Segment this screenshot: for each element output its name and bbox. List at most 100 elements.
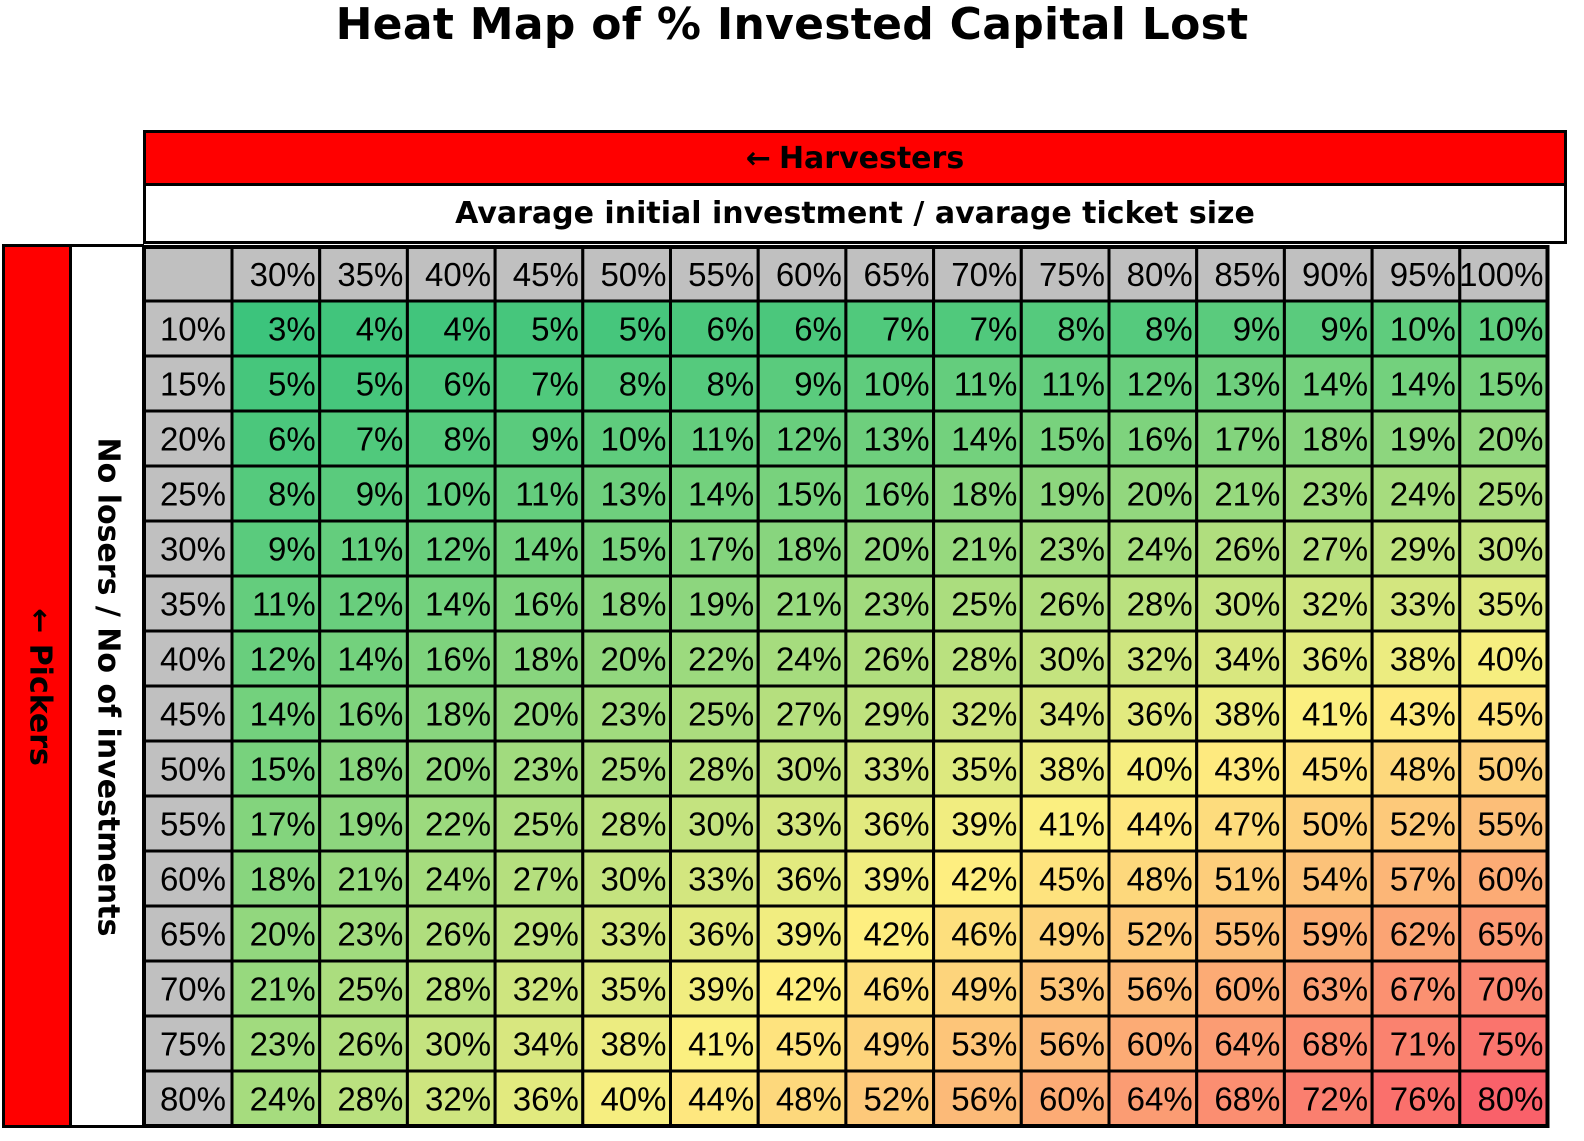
x-tick-label: 70%	[951, 256, 1017, 293]
data-label: 15%	[1039, 421, 1105, 458]
data-label: 14%	[688, 476, 754, 513]
y-tick-label: 55%	[160, 806, 226, 843]
data-label: 11%	[1041, 366, 1105, 403]
data-label: 39%	[688, 971, 754, 1008]
data-label: 63%	[1302, 971, 1368, 1008]
heatmap-cell	[1458, 629, 1550, 688]
heatmap-cell	[844, 354, 936, 413]
data-label: 46%	[864, 971, 930, 1008]
data-label: 56%	[951, 1081, 1017, 1118]
heatmap-cell	[1458, 464, 1550, 523]
data-label: 7%	[970, 311, 1018, 348]
data-label: 13%	[600, 476, 666, 513]
data-label: 41%	[1039, 806, 1105, 843]
data-label: 18%	[1302, 421, 1368, 458]
y-tick-label: 40%	[160, 641, 226, 678]
data-label: 16%	[425, 641, 491, 678]
data-label: 49%	[1039, 916, 1105, 953]
x-tick-label: 45%	[513, 256, 579, 293]
heatmap-cell	[493, 684, 585, 743]
heatmap-cell	[318, 849, 409, 908]
data-label: 44%	[688, 1081, 754, 1118]
data-label: 50%	[1302, 806, 1368, 843]
data-label: 32%	[425, 1081, 491, 1118]
heatmap-cell	[1019, 629, 1111, 688]
data-label: 12%	[337, 586, 403, 623]
column-header-cell	[1107, 245, 1199, 303]
data-label: 4%	[356, 311, 404, 348]
heatmap-cell	[1282, 849, 1374, 908]
harvesters-label: Harvesters	[778, 140, 965, 176]
data-label: 27%	[513, 861, 579, 898]
data-label: 40%	[600, 1081, 666, 1118]
data-label: 50%	[1477, 751, 1543, 788]
data-label: 23%	[1302, 476, 1368, 513]
data-label: 8%	[1145, 311, 1193, 348]
y-tick-label: 65%	[160, 916, 226, 953]
y-tick-label: 75%	[160, 1026, 226, 1063]
data-label: 26%	[864, 641, 930, 678]
data-label: 45%	[1039, 861, 1105, 898]
data-label: 29%	[1390, 531, 1456, 568]
heatmap-cell	[318, 794, 409, 853]
heatmap-cell	[844, 684, 936, 743]
data-label: 55%	[1477, 806, 1543, 843]
heatmap-cell	[1195, 1069, 1286, 1128]
data-label: 13%	[1214, 366, 1280, 403]
y-tick-label: 20%	[160, 421, 226, 458]
data-label: 22%	[688, 641, 754, 678]
data-label: 16%	[864, 476, 930, 513]
data-label: 39%	[951, 806, 1017, 843]
data-label: 72%	[1302, 1081, 1368, 1118]
data-label: 11%	[252, 586, 316, 623]
data-label: 68%	[1302, 1026, 1368, 1063]
data-label: 18%	[250, 861, 316, 898]
heatmap-cell	[493, 409, 585, 468]
data-label: 4%	[443, 311, 491, 348]
data-label: 8%	[443, 421, 491, 458]
data-label: 43%	[1214, 751, 1280, 788]
data-label: 56%	[1127, 971, 1193, 1008]
data-label: 5%	[356, 366, 404, 403]
heatmap-cell	[932, 904, 1023, 963]
data-label: 11%	[515, 476, 579, 513]
heatmap-cell	[1019, 464, 1111, 523]
data-label: 6%	[443, 366, 491, 403]
y-tick-label: 30%	[160, 531, 226, 568]
data-label: 27%	[776, 696, 842, 733]
data-label: 36%	[688, 916, 754, 953]
data-label: 60%	[1039, 1081, 1105, 1118]
data-label: 42%	[951, 861, 1017, 898]
heatmap-cell	[581, 1069, 672, 1128]
data-label: 30%	[688, 806, 754, 843]
data-label: 19%	[1039, 476, 1105, 513]
heatmap-cell	[1370, 1014, 1462, 1073]
heatmap-cell	[1458, 409, 1550, 468]
data-label: 20%	[600, 641, 666, 678]
heatmap-cell	[932, 409, 1023, 468]
heatmap-cell	[1019, 959, 1111, 1018]
heatmap-cell	[669, 409, 760, 468]
data-label: 35%	[951, 751, 1017, 788]
y-tick-label: 50%	[160, 751, 226, 788]
data-label: 16%	[337, 696, 403, 733]
data-label: 71%	[1390, 1026, 1456, 1063]
heatmap-cell	[405, 464, 497, 523]
data-label: 33%	[688, 861, 754, 898]
heatmap-cell	[1458, 849, 1550, 908]
heatmap-cell	[405, 1069, 497, 1128]
data-label: 5%	[268, 366, 316, 403]
heatmap-cell	[756, 1069, 848, 1128]
data-label: 34%	[513, 1026, 579, 1063]
data-label: 24%	[1127, 531, 1193, 568]
heatmap-cell	[756, 904, 848, 963]
data-label: 36%	[513, 1081, 579, 1118]
data-label: 32%	[1127, 641, 1193, 678]
heatmap-cell	[581, 1014, 672, 1073]
data-label: 19%	[337, 806, 403, 843]
x-tick-label: 65%	[864, 256, 930, 293]
data-label: 26%	[1039, 586, 1105, 623]
data-label: 20%	[864, 531, 930, 568]
x-tick-label: 100%	[1459, 256, 1543, 293]
data-label: 32%	[1302, 586, 1368, 623]
